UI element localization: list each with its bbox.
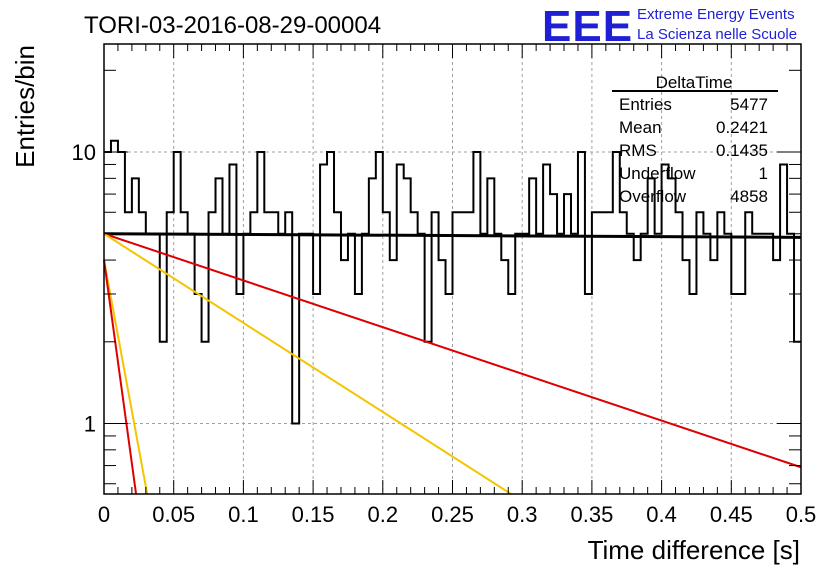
- stats-value: 0.1435: [716, 141, 768, 160]
- stats-row: Underflow 1: [619, 164, 768, 183]
- fit-line: [103, 259, 149, 495]
- x-tick-label: 0.5: [786, 502, 817, 527]
- stats-box: DeltaTime Entries 5477 Mean 0.2421 RMS 0…: [612, 73, 778, 206]
- x-tick-label: 0.1: [228, 502, 259, 527]
- axis-ticks: [103, 44, 802, 494]
- y-tick-label: 10: [72, 140, 96, 165]
- chart-title: TORI-03-2016-08-29-00004: [84, 12, 381, 39]
- stats-row: Entries 5477: [619, 95, 768, 114]
- fit-line: [103, 232, 512, 495]
- stats-row: RMS 0.1435: [619, 141, 768, 160]
- y-tick-label: 1: [84, 412, 96, 437]
- x-tick-label: 0.35: [570, 502, 613, 527]
- x-tick-label: 0.15: [292, 502, 335, 527]
- fit-line: [103, 232, 802, 469]
- x-tick-label: 0.45: [710, 502, 753, 527]
- fit-line: [103, 259, 138, 495]
- stats-value: 4858: [730, 187, 768, 206]
- stats-label: Entries: [619, 95, 672, 114]
- brand-line-1: Extreme Energy Events: [637, 6, 795, 23]
- x-tick-label: 0.25: [431, 502, 474, 527]
- x-tick-label: 0: [98, 502, 110, 527]
- stats-value: 0.2421: [716, 118, 768, 137]
- brand-line-2: La Scienza nelle Scuole: [637, 26, 797, 43]
- stats-value: 1: [759, 164, 768, 183]
- stats-label: RMS: [619, 141, 657, 160]
- fit-line: [103, 232, 802, 239]
- x-tick-label: 0.2: [368, 502, 399, 527]
- stats-row: Overflow 4858: [619, 187, 768, 206]
- histogram-bars: [104, 139, 801, 425]
- x-tick-label: 0.05: [152, 502, 195, 527]
- x-axis-title: Time difference [s]: [588, 535, 800, 565]
- stats-title: DeltaTime: [656, 73, 733, 92]
- y-axis-title: Entries/bin: [10, 45, 40, 168]
- stats-label: Overflow: [619, 187, 687, 206]
- x-tick-label: 0.4: [646, 502, 677, 527]
- stats-row: Mean 0.2421: [619, 118, 768, 137]
- stats-value: 5477: [730, 95, 768, 114]
- x-tick-label: 0.3: [507, 502, 538, 527]
- tick-labels: 0 0.05 0.1 0.15 0.2 0.25 0.3 0.35 0.4 0.45 0.5 1 10: [72, 140, 817, 527]
- stats-label: Mean: [619, 118, 662, 137]
- data-series: [103, 139, 802, 495]
- brand-logo: EEE: [542, 2, 633, 51]
- stats-label: Underflow: [619, 164, 696, 183]
